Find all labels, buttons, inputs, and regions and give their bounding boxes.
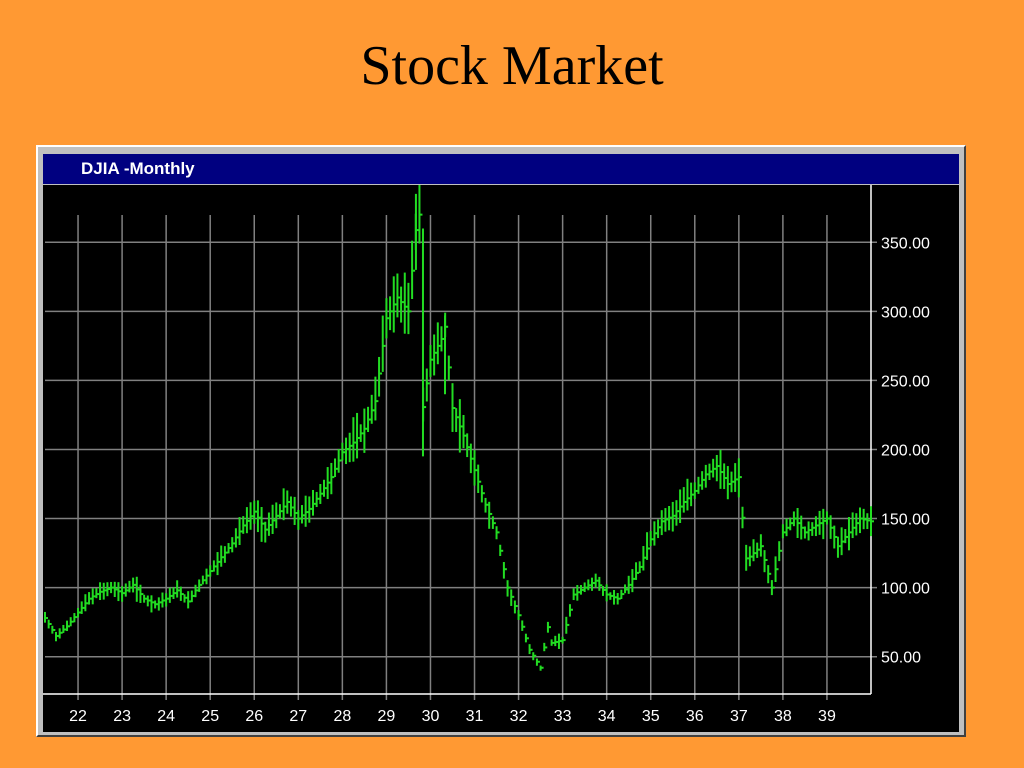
- chart-window-title: DJIA -Monthly: [43, 154, 959, 184]
- x-tick-label: 28: [333, 708, 351, 725]
- y-tick-label: 150.00: [881, 512, 930, 529]
- x-tick-label: 31: [466, 708, 484, 725]
- y-tick-label: 250.00: [881, 373, 930, 390]
- y-tick-label: 200.00: [881, 442, 930, 459]
- x-tick-label: 23: [113, 708, 131, 725]
- x-tick-label: 25: [201, 708, 219, 725]
- x-tick-label: 37: [730, 708, 748, 725]
- x-tick-label: 22: [69, 708, 87, 725]
- x-tick-label: 24: [157, 708, 175, 725]
- slide-title: Stock Market: [360, 35, 664, 97]
- x-tick-label: 36: [686, 708, 704, 725]
- plot-panel: 50.00 100.00 150.00 200.00 250.00 300.00 350.0…: [43, 185, 959, 732]
- x-tick-label: 30: [422, 708, 440, 725]
- x-tick-label: 33: [554, 708, 572, 725]
- x-tick-label: 35: [642, 708, 660, 725]
- chart-window: DJIA -Monthly 50.00 100.00 150.00 200.00 250…: [36, 145, 966, 737]
- x-tick-label: 38: [774, 708, 792, 725]
- x-tick-label: 26: [245, 708, 263, 725]
- y-tick-label: 300.00: [881, 304, 930, 321]
- x-tick-label: 29: [378, 708, 396, 725]
- y-tick-label: 350.00: [881, 235, 930, 252]
- x-tick-label: 27: [289, 708, 307, 725]
- x-tick-label: 32: [510, 708, 528, 725]
- y-tick-label: 50.00: [881, 650, 921, 667]
- y-tick-label: 100.00: [881, 581, 930, 598]
- x-tick-label: 39: [818, 708, 836, 725]
- djia-chart: 50.00 100.00 150.00 200.00 250.00 300.00 350.0…: [43, 185, 930, 725]
- x-tick-label: 34: [598, 708, 616, 725]
